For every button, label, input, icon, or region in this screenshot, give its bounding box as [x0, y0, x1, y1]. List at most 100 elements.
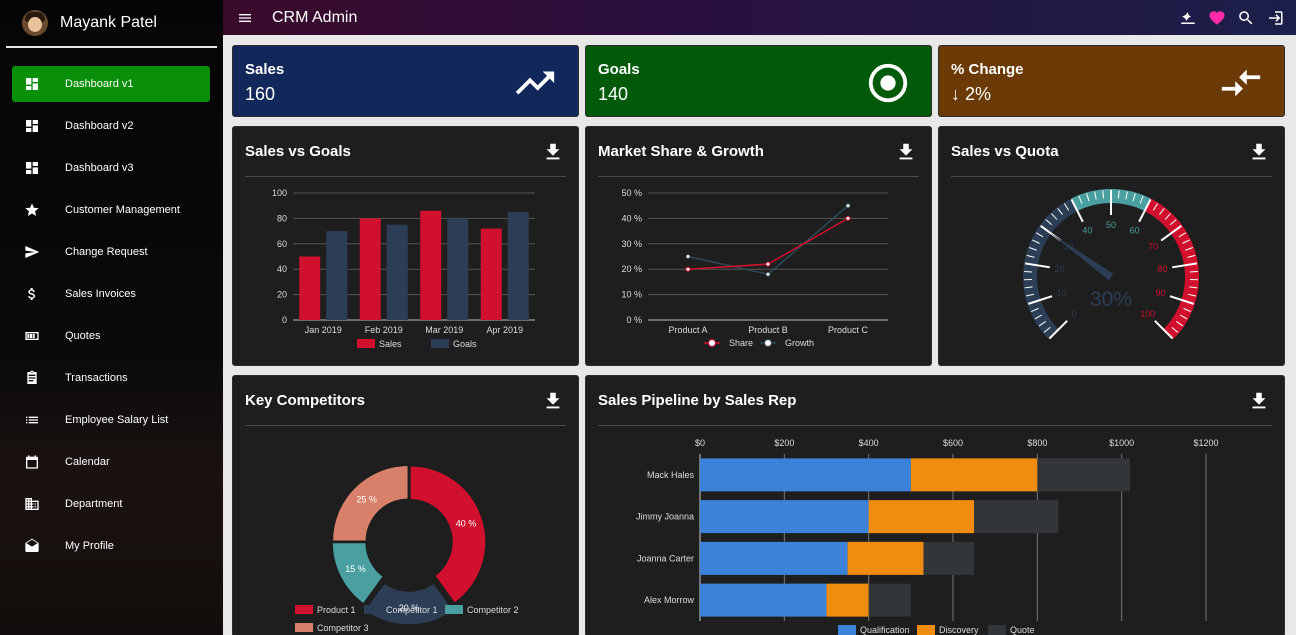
app-title: CRM Admin	[272, 8, 358, 26]
gauge-minor-tick	[1152, 203, 1159, 211]
data-point-share	[685, 266, 691, 272]
y-tick-label: 20 %	[621, 264, 642, 274]
sidebar-item-sales-invoices[interactable]: Sales Invoices	[12, 276, 210, 312]
gauge-minor-tick	[1102, 190, 1105, 199]
legend-swatch	[917, 625, 935, 635]
sidebar-item-customer-management[interactable]: Customer Management	[12, 192, 210, 228]
sidebar-item-calendar[interactable]: Calendar	[12, 444, 210, 480]
sidebar-item-dashboard-v2[interactable]: Dashboard v2	[12, 108, 210, 144]
x-tick-label: $200	[774, 438, 794, 448]
panel-divider	[245, 176, 566, 177]
legend-label: Product 1	[317, 605, 356, 615]
gauge-minor-tick	[1025, 293, 1035, 297]
sidebar-item-label: Transactions	[65, 372, 128, 384]
market-share-title: Market Share & Growth	[598, 143, 764, 160]
download-icon[interactable]	[895, 141, 917, 163]
donut-slice-product-1	[409, 464, 487, 605]
x-tick-label: Product B	[748, 325, 788, 335]
send-icon	[24, 244, 40, 260]
theme-toggle-icon[interactable]	[1178, 8, 1197, 27]
favorite-heart-icon[interactable]	[1207, 8, 1226, 27]
panel-divider	[598, 176, 919, 177]
gauge-minor-tick	[1026, 254, 1035, 258]
gauge-major-tick	[1138, 199, 1152, 223]
gauge-tick-label: 40	[1082, 226, 1092, 236]
sidebar-item-label: Employee Salary List	[65, 414, 169, 426]
gauge-minor-tick	[1176, 320, 1184, 327]
gauge-minor-tick	[1185, 247, 1194, 251]
bar-segment-qualification	[700, 500, 869, 534]
panel-divider	[245, 425, 566, 426]
legend-label: Goals	[453, 339, 477, 349]
download-icon[interactable]	[542, 390, 564, 412]
search-icon[interactable]	[1236, 8, 1255, 27]
data-point-growth	[765, 271, 771, 277]
avatar[interactable]	[22, 10, 48, 36]
y-tick-label: 20	[277, 290, 287, 300]
list-icon	[24, 412, 40, 428]
y-tick-label: Jimmy Joanna	[636, 512, 694, 522]
gauge-minor-tick	[1045, 219, 1053, 226]
y-tick-label: Mack Hales	[647, 470, 695, 480]
y-tick-label: 30 %	[621, 239, 642, 249]
bar-sales	[420, 210, 442, 320]
sidebar-item-label: Dashboard v1	[65, 78, 134, 90]
quote-icon	[24, 328, 40, 344]
sidebar-item-transactions[interactable]: Transactions	[12, 360, 210, 396]
x-tick-label: $0	[695, 438, 705, 448]
sidebar-item-change-request[interactable]: Change Request	[12, 234, 210, 270]
legend-label: Growth	[785, 338, 814, 348]
sidebar-item-department[interactable]: Department	[12, 486, 210, 522]
download-icon[interactable]	[1248, 390, 1270, 412]
x-tick-label: $1200	[1193, 438, 1218, 448]
legend-swatch	[445, 605, 463, 614]
sidebar-item-label: Sales Invoices	[65, 288, 136, 300]
sidebar-item-quotes[interactable]: Quotes	[12, 318, 210, 354]
menu-icon[interactable]	[235, 8, 255, 28]
profile-header[interactable]: Mayank Patel	[6, 0, 217, 48]
dashboard-icon	[24, 76, 40, 92]
sales-stat-label: Sales	[245, 61, 285, 78]
bar-goals	[386, 224, 408, 320]
gauge-major-tick	[1048, 320, 1068, 340]
y-tick-label: 40 %	[621, 213, 642, 223]
sidebar-item-dashboard-v1[interactable]: Dashboard v1	[12, 66, 210, 102]
bar-sales	[480, 228, 502, 320]
gauge-major-tick	[1169, 295, 1195, 305]
gauge-minor-tick	[1043, 326, 1051, 333]
topbar-actions	[1178, 8, 1296, 27]
sidebar-item-my-profile[interactable]: My Profile	[12, 528, 210, 564]
bar-goals	[447, 218, 469, 320]
logout-icon[interactable]	[1265, 8, 1284, 27]
gauge-minor-tick	[1024, 286, 1033, 289]
sidebar-item-dashboard-v3[interactable]: Dashboard v3	[12, 150, 210, 186]
gauge-minor-tick	[1094, 191, 1097, 200]
sales-stat-card: Sales 160	[232, 45, 579, 117]
data-point-share	[765, 261, 771, 267]
target-icon	[865, 60, 911, 106]
bar-segment-discovery	[910, 458, 1038, 492]
sidebar-item-employee-salary-list[interactable]: Employee Salary List	[12, 402, 210, 438]
gauge-minor-tick	[1035, 232, 1044, 238]
gauge-major-tick	[1160, 225, 1182, 242]
legend-label: Qualification	[860, 625, 910, 635]
y-tick-label: 100	[272, 188, 287, 198]
download-icon[interactable]	[1248, 141, 1270, 163]
dashboard-icon	[24, 118, 40, 134]
compare-arrows-icon	[1218, 60, 1264, 106]
goals-stat-card: Goals 140	[585, 45, 932, 117]
sales-vs-quota-panel: Sales vs Quota 010203040506070809010030%	[938, 126, 1285, 366]
pipeline-stacked-bar-chart: $0 $200 $400 $600 $800 $1000 $1200 Mack Hales Ji…	[636, 438, 1219, 635]
competitors-panel: Key Competitors 40 % 20 % 15 % 25 % Product …	[232, 375, 579, 635]
gauge-minor-tick	[1117, 190, 1120, 199]
gauge-major-tick	[1070, 199, 1084, 223]
panel-divider	[951, 176, 1272, 177]
download-icon[interactable]	[542, 141, 564, 163]
sidebar-item-label: Department	[65, 498, 123, 510]
gauge-band-high	[1144, 198, 1199, 340]
gauge-tick-label: 80	[1157, 264, 1167, 274]
gauge-major-tick	[1024, 262, 1050, 269]
sidebar-item-label: Dashboard v3	[65, 162, 134, 174]
data-point-growth	[685, 254, 691, 259]
sales-vs-goals-panel: Sales vs Goals 0 20 40 60 80 100 Jan 2019 Feb 2…	[232, 126, 579, 366]
